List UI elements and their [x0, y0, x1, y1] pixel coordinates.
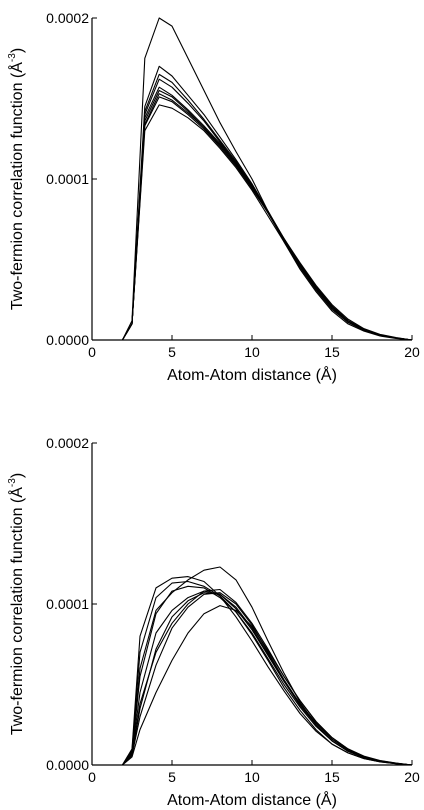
x-tick-label: 15	[324, 769, 340, 785]
series-line-7	[121, 93, 413, 341]
x-tick-label: 15	[324, 344, 340, 360]
series-line-9	[121, 104, 413, 341]
tick-group: 0 5 10 15 20 0.0000 0.0001 0.0002	[46, 435, 420, 785]
y-axis-title-main: Two-fermion correlation function (Å	[7, 487, 26, 735]
series-line-2	[121, 65, 413, 341]
y-tick-label: 0.0000	[46, 757, 89, 773]
tick-group: 0 5 10 15 20 0.0000 0.0001 0.0002	[46, 10, 420, 360]
y-tick-label: 0.0001	[46, 171, 89, 187]
series-line-3	[121, 73, 413, 341]
y-tick-label: 0.0002	[46, 435, 89, 451]
y-axis-title: Two-fermion correlation function (Å-3)	[7, 48, 26, 310]
y-axis-title-close: )	[9, 473, 26, 478]
series-line-1	[121, 17, 413, 341]
chart-panel-bottom: 0 5 10 15 20 0.0000 0.0001 0.0002 Atom-Atom dis…	[7, 435, 420, 809]
x-tick-label: 5	[168, 344, 176, 360]
y-axis-title-main: Two-fermion correlation function (Å	[7, 62, 26, 310]
series-group	[121, 566, 413, 766]
x-tick-label: 0	[88, 344, 96, 360]
y-tick-label: 0.0002	[46, 10, 89, 26]
x-tick-label: 20	[404, 344, 420, 360]
x-tick-label: 0	[88, 769, 96, 785]
series-group	[121, 17, 413, 341]
y-tick-label: 0.0000	[46, 332, 89, 348]
y-tick-label: 0.0001	[46, 596, 89, 612]
x-tick-label: 5	[168, 769, 176, 785]
y-axis-title-exponent: -3	[7, 478, 18, 487]
series-line-5	[121, 86, 413, 341]
series-line-8	[121, 96, 413, 341]
y-axis-title-close: )	[9, 48, 26, 53]
x-tick-label: 10	[244, 769, 260, 785]
series-line-6	[121, 585, 413, 766]
series-line-4	[121, 590, 413, 766]
x-axis-title: Atom-Atom distance (Å)	[167, 790, 337, 809]
series-line-8	[121, 576, 413, 766]
x-tick-label: 10	[244, 344, 260, 360]
x-axis-title: Atom-Atom distance (Å)	[167, 365, 337, 384]
y-axis-title-exponent: -3	[7, 53, 18, 62]
x-tick-label: 20	[404, 769, 420, 785]
series-line-5	[122, 588, 413, 766]
series-line-9	[121, 566, 413, 766]
chart-panel-top: 0 5 10 15 20 0.0000 0.0001 0.0002 Atom-Atom dis…	[7, 10, 420, 384]
y-axis-title: Two-fermion correlation function (Å-3)	[7, 473, 26, 735]
